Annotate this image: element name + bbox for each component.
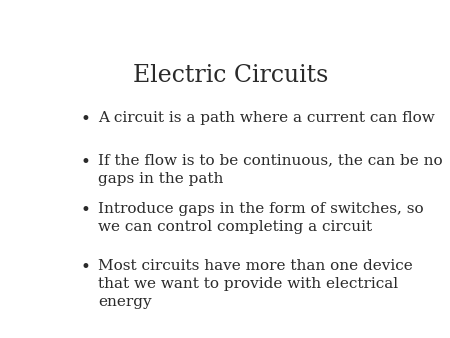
Text: Introduce gaps in the form of switches, so
we can control completing a circuit: Introduce gaps in the form of switches, … [98, 202, 424, 234]
Text: •: • [81, 259, 90, 276]
Text: A circuit is a path where a current can flow: A circuit is a path where a current can … [98, 111, 435, 125]
Text: Electric Circuits: Electric Circuits [133, 64, 328, 87]
Text: •: • [81, 202, 90, 219]
Text: Most circuits have more than one device
that we want to provide with electrical
: Most circuits have more than one device … [98, 259, 413, 309]
Text: •: • [81, 154, 90, 171]
Text: •: • [81, 111, 90, 128]
Text: If the flow is to be continuous, the can be no
gaps in the path: If the flow is to be continuous, the can… [98, 154, 443, 186]
